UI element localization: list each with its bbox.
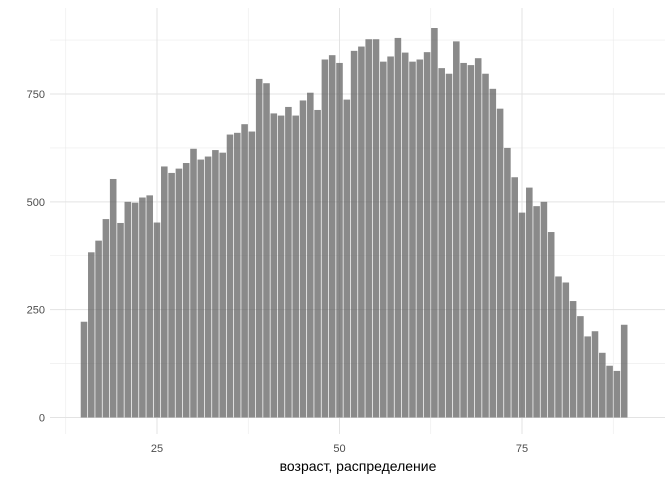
bar xyxy=(321,59,329,418)
bar xyxy=(584,336,591,418)
bar xyxy=(263,83,270,418)
bar xyxy=(336,62,343,418)
bar xyxy=(314,109,321,418)
x-tick-labels: 25 50 75 xyxy=(151,443,528,455)
bar xyxy=(190,148,197,418)
bar xyxy=(343,99,351,418)
x-tick-label: 75 xyxy=(516,443,528,455)
bar xyxy=(496,108,504,418)
bar xyxy=(117,222,124,418)
bar xyxy=(204,156,212,418)
bar xyxy=(153,222,161,418)
bar xyxy=(299,100,307,418)
bar xyxy=(168,172,175,418)
bar xyxy=(182,163,190,418)
bar xyxy=(511,177,518,418)
bar xyxy=(88,252,95,418)
bar xyxy=(248,131,256,418)
bar xyxy=(109,178,117,418)
bar xyxy=(453,41,460,418)
bar xyxy=(445,73,453,418)
bar xyxy=(555,276,562,418)
bar xyxy=(533,206,540,418)
bar xyxy=(197,159,205,418)
bar xyxy=(547,232,555,418)
bar xyxy=(328,55,336,418)
bar xyxy=(613,370,621,418)
bar xyxy=(540,201,548,418)
y-tick-label: 500 xyxy=(27,197,45,209)
bar xyxy=(146,195,153,418)
bar xyxy=(219,152,226,418)
bar xyxy=(277,115,285,418)
y-tick-labels: 0 250 500 750 xyxy=(27,89,45,425)
bar xyxy=(241,124,248,418)
bar xyxy=(599,352,606,418)
bar xyxy=(467,65,475,418)
bar xyxy=(358,46,365,418)
bars xyxy=(80,28,628,418)
bar xyxy=(577,316,584,418)
bar xyxy=(102,219,110,418)
bar xyxy=(569,301,577,418)
bar xyxy=(212,150,219,418)
bar xyxy=(460,62,467,418)
bar xyxy=(489,88,497,418)
bar xyxy=(255,78,263,418)
bar xyxy=(161,166,168,418)
bar xyxy=(606,365,613,418)
bar xyxy=(387,56,394,418)
bar xyxy=(234,132,241,418)
bar xyxy=(226,134,234,418)
bar xyxy=(562,282,570,418)
bar xyxy=(270,113,278,418)
bar xyxy=(285,106,292,418)
bar xyxy=(504,147,511,418)
bar xyxy=(482,73,489,418)
bar xyxy=(474,58,482,418)
bar xyxy=(175,168,183,418)
bar xyxy=(307,92,314,418)
bar xyxy=(401,52,409,418)
bar xyxy=(365,39,372,418)
bar xyxy=(518,212,526,418)
bar xyxy=(350,50,358,418)
y-tick-label: 250 xyxy=(27,305,45,317)
x-tick-label: 25 xyxy=(151,443,163,455)
bar xyxy=(124,201,132,418)
y-tick-label: 750 xyxy=(27,89,45,101)
bar xyxy=(292,115,299,418)
bar xyxy=(394,37,402,418)
bar xyxy=(95,240,102,418)
y-tick-label: 0 xyxy=(39,413,45,425)
bar xyxy=(380,61,387,418)
bar xyxy=(438,68,445,418)
bar xyxy=(372,39,380,418)
bar xyxy=(423,52,431,418)
bar xyxy=(416,59,424,418)
bar xyxy=(620,324,628,418)
x-tick-label: 50 xyxy=(333,443,345,455)
bar xyxy=(80,321,88,418)
bar xyxy=(591,331,599,418)
bar xyxy=(431,28,438,418)
bar xyxy=(526,187,533,418)
x-axis-title: возраст, распределение xyxy=(280,458,437,474)
bar xyxy=(131,202,139,418)
bar xyxy=(139,197,146,418)
bar xyxy=(409,61,416,418)
